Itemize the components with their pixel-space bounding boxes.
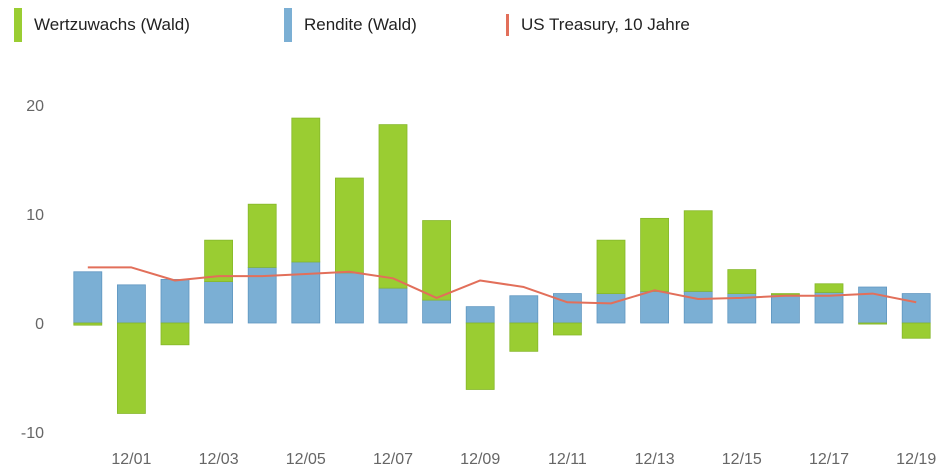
legend-swatch <box>506 14 509 36</box>
x-tick-label: 12/17 <box>809 451 849 468</box>
bar-wertzuwachs <box>160 322 190 346</box>
x-tick-label: 12/01 <box>111 451 151 468</box>
bar-wertzuwachs <box>73 322 103 326</box>
y-tick-label: -10 <box>21 425 44 442</box>
bar-rendite <box>640 290 669 324</box>
y-tick-label: 10 <box>26 207 44 224</box>
bar-wertzuwachs <box>596 239 626 294</box>
bar-wertzuwachs <box>378 124 408 289</box>
x-tick-label: 12/15 <box>722 451 762 468</box>
bar-wertzuwachs <box>117 322 146 414</box>
bar-rendite <box>814 292 844 324</box>
bar-rendite <box>378 287 408 324</box>
bar-wertzuwachs <box>771 293 800 296</box>
x-tick-label: 12/03 <box>199 451 239 468</box>
bar-wertzuwachs <box>553 322 582 336</box>
bar-wertzuwachs <box>334 177 364 274</box>
bar-rendite <box>291 261 321 324</box>
bar-rendite <box>858 286 887 324</box>
legend-swatch <box>284 8 292 42</box>
x-tick-label: 12/11 <box>548 451 587 468</box>
bar-wertzuwachs <box>509 322 539 352</box>
treasury-line <box>87 266 917 305</box>
bar-wertzuwachs <box>204 239 234 282</box>
legend-label: Wertzuwachs (Wald) <box>34 15 190 34</box>
legend-item: US Treasury, 10 Jahre <box>504 8 690 42</box>
bar-rendite <box>465 306 495 324</box>
bar-rendite <box>160 278 190 324</box>
bar-wertzuwachs <box>858 322 887 325</box>
bar-rendite <box>334 272 364 324</box>
x-tick-label: 12/07 <box>373 451 413 468</box>
bar-wertzuwachs <box>901 322 931 339</box>
bar-rendite <box>509 295 539 324</box>
x-tick-label: 12/05 <box>286 451 326 468</box>
bar-rendite <box>771 294 800 324</box>
bar-rendite <box>422 299 452 324</box>
legend-label: Rendite (Wald) <box>304 15 417 34</box>
bar-rendite <box>204 281 234 324</box>
x-tick-label: 12/13 <box>635 451 675 468</box>
bar-rendite <box>596 293 626 324</box>
legend-swatch <box>14 8 22 42</box>
x-tick-label: 12/19 <box>896 451 936 468</box>
legend-label: US Treasury, 10 Jahre <box>521 15 690 34</box>
bar-wertzuwachs <box>422 220 452 301</box>
bar-rendite <box>117 284 146 324</box>
bar-wertzuwachs <box>247 203 277 268</box>
legend: Wertzuwachs (Wald) Rendite (Wald) US Treas… <box>14 8 934 42</box>
legend-item: Wertzuwachs (Wald) <box>14 8 190 42</box>
bar-rendite <box>901 293 931 324</box>
bar-rendite <box>73 271 103 324</box>
bar-wertzuwachs <box>814 283 844 293</box>
x-tick-label: 12/09 <box>460 451 500 468</box>
legend-item: Rendite (Wald) <box>284 8 417 42</box>
bar-wertzuwachs <box>640 217 669 292</box>
y-tick-label: 0 <box>35 316 44 333</box>
bar-wertzuwachs <box>683 210 713 292</box>
bar-wertzuwachs <box>465 322 495 390</box>
bar-wertzuwachs <box>727 269 757 294</box>
y-tick-label: 20 <box>26 98 44 115</box>
bar-wertzuwachs <box>291 117 321 263</box>
